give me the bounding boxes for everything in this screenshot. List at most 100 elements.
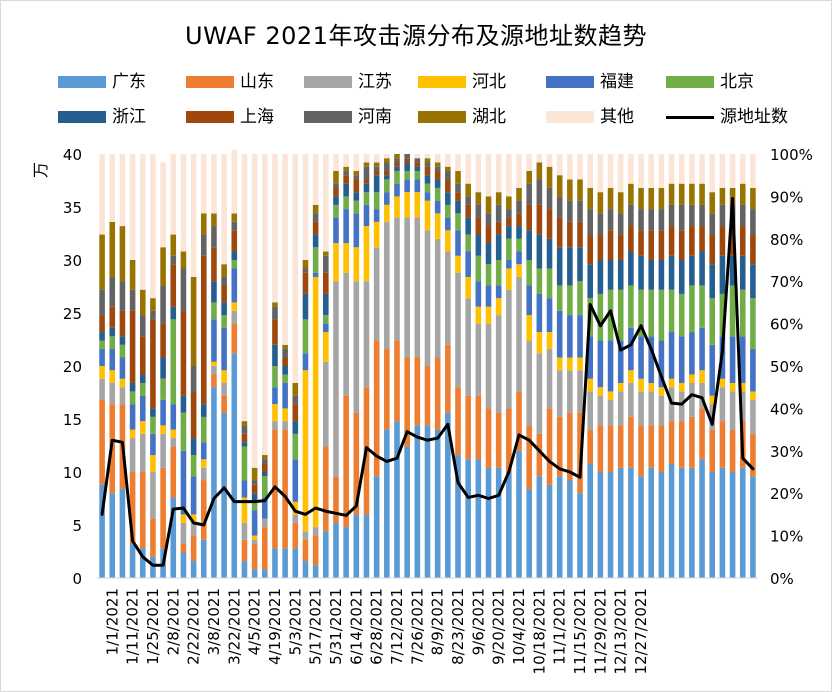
bar-segment — [99, 289, 105, 316]
legend-label-hebei: 河北 — [472, 72, 506, 92]
bar-segment — [434, 213, 441, 239]
bar-segment — [292, 433, 299, 460]
bar-segment — [729, 154, 736, 188]
bar-segment — [353, 200, 360, 214]
bar-segment — [424, 162, 431, 167]
bar-segment — [739, 467, 746, 578]
bar-segment — [506, 217, 512, 227]
series-line-source-count — [100, 197, 755, 567]
bar-segment — [262, 518, 268, 528]
bar-segment — [516, 238, 522, 252]
bar-segment — [475, 395, 482, 460]
bar-segment — [221, 370, 227, 383]
bar-segment — [312, 204, 319, 214]
bar-segment — [648, 336, 655, 383]
bar-segment — [373, 247, 380, 341]
bar-segment — [648, 391, 655, 426]
bar-segment — [170, 446, 177, 498]
bar-segment — [567, 370, 573, 413]
bar-segment — [719, 255, 726, 294]
bar-segment — [577, 281, 583, 316]
bar-segment — [404, 192, 410, 218]
bar-segment — [282, 548, 288, 578]
bar-segment — [638, 476, 644, 578]
bar-segment — [272, 421, 278, 430]
y2-tick-label: 10% — [770, 528, 803, 546]
bar-segment — [556, 196, 563, 218]
bar-segment — [150, 472, 156, 519]
bar-segment — [536, 353, 543, 434]
bar-segment — [312, 213, 319, 222]
bar-segment — [587, 234, 593, 265]
bar-segment — [678, 230, 685, 260]
bar-segment — [312, 247, 319, 273]
bar-segment — [485, 226, 492, 244]
bar-segment — [587, 391, 593, 430]
y-tick-label: 40 — [63, 146, 82, 164]
bar-segment — [526, 488, 532, 578]
bar-segment — [546, 484, 553, 578]
bar-segment — [180, 268, 187, 311]
bar-segment — [282, 382, 288, 409]
y2-tick-label: 20% — [770, 485, 803, 503]
bar-segment — [668, 332, 675, 379]
bar-segment — [302, 539, 309, 562]
bar-segment — [424, 154, 431, 159]
bar-segment — [160, 378, 166, 400]
bar-segment — [282, 429, 288, 549]
bar-segment — [526, 204, 532, 231]
bar-segment — [750, 349, 756, 392]
bar-segment — [699, 370, 705, 383]
bar-segment — [617, 467, 624, 578]
bar-segment — [323, 293, 329, 316]
bar-segment — [709, 154, 716, 193]
bar-segment — [262, 527, 268, 570]
bar-segment — [567, 315, 573, 358]
bar-segment — [567, 247, 573, 286]
bar-segment — [373, 170, 380, 176]
x-tick-label: 1/25/2021 — [144, 588, 162, 665]
bar-segment — [200, 213, 207, 235]
bar-segment — [546, 349, 553, 409]
bar-segment — [739, 391, 746, 422]
bar-segment — [536, 433, 543, 477]
bar-segment — [678, 204, 685, 231]
y2-tick-label: 60% — [770, 316, 803, 334]
legend-swatch-zhejiang — [58, 111, 106, 123]
bar-segment — [729, 391, 736, 430]
bar-segment — [465, 196, 471, 205]
bar-segment — [638, 255, 644, 290]
bar-segment — [312, 154, 319, 205]
bar-segment — [180, 395, 187, 413]
bar-segment — [302, 319, 309, 354]
bar-segment — [638, 391, 644, 426]
bar-segment — [109, 493, 116, 578]
x-tick-label: 6/14/2021 — [347, 588, 365, 665]
bar-segment — [739, 204, 746, 227]
bar-segment — [587, 187, 593, 210]
bar-segment — [485, 154, 492, 197]
bar-segment — [353, 170, 360, 176]
bar-segment — [678, 391, 685, 422]
bar-segment — [384, 192, 390, 205]
bar-segment — [506, 196, 512, 210]
bar-segment — [495, 204, 502, 222]
legend-label-zhejiang: 浙江 — [112, 107, 146, 127]
bar-segment — [343, 243, 349, 273]
bar-segment — [139, 374, 146, 383]
bar-segment — [658, 425, 665, 472]
x-tick-label: 3/22/2021 — [225, 588, 243, 665]
bar-segment — [180, 544, 187, 553]
bar-segment — [343, 183, 349, 197]
bar-segment — [648, 260, 655, 290]
bar-segment — [312, 535, 319, 566]
bar-segment — [333, 243, 339, 282]
bar-segment — [343, 170, 349, 176]
bar-segment — [750, 391, 756, 400]
bar-segment — [638, 289, 644, 337]
bar-segment — [587, 209, 593, 235]
bar-segment — [739, 255, 746, 290]
bar-segment — [658, 230, 665, 260]
bar-segment — [577, 154, 583, 180]
bar-segment — [139, 395, 146, 422]
